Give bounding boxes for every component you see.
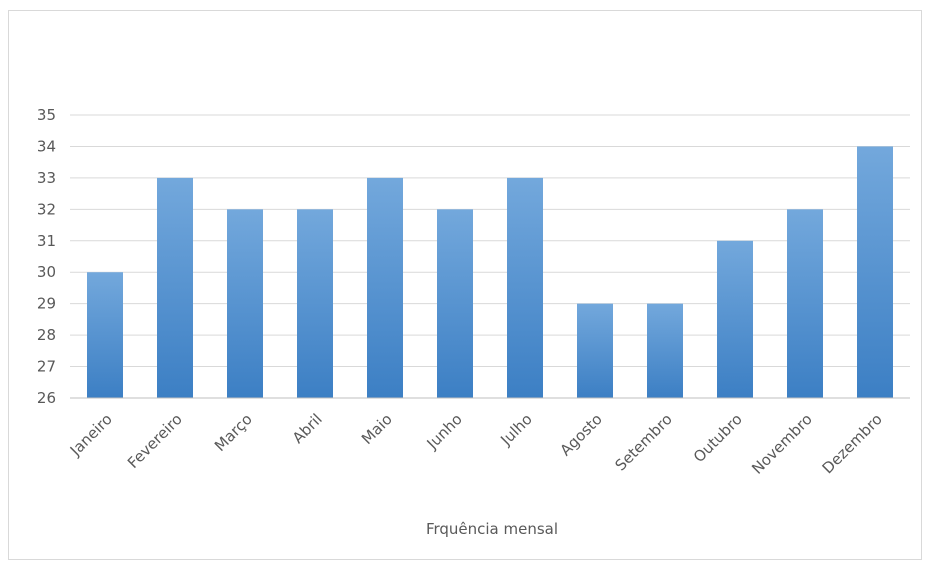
bar-fevereiro <box>157 177 193 398</box>
y-tick-label: 28 <box>37 326 56 344</box>
x-category-label: Fevereiro <box>124 410 186 472</box>
x-category-label: Março <box>211 410 256 455</box>
y-tick-label: 29 <box>37 295 56 313</box>
y-tick-label: 33 <box>37 169 56 187</box>
bars <box>87 146 893 398</box>
y-tick-label: 34 <box>37 137 56 155</box>
bar-junho <box>437 209 473 398</box>
bar-julho <box>507 177 543 398</box>
gridlines <box>70 114 910 368</box>
x-category-label: Dezembro <box>819 410 886 477</box>
y-tick-label: 35 <box>37 106 56 124</box>
x-category-label: Julho <box>496 410 535 449</box>
bar-maio <box>367 177 403 398</box>
bar-janeiro <box>87 272 123 398</box>
bar-outubro <box>717 240 753 398</box>
x-category-label: Abril <box>289 410 326 447</box>
bar-novembro <box>787 209 823 398</box>
x-axis-categories: Janeiro Fevereiro Março Abril Maio Junho Julho… <box>66 410 886 478</box>
x-category-label: Agosto <box>556 410 605 459</box>
x-category-label: Novembro <box>748 410 816 478</box>
x-axis-title: Frquência mensal <box>426 520 558 538</box>
y-tick-label: 27 <box>37 358 56 376</box>
bar-agosto <box>577 303 613 398</box>
bar-abril <box>297 209 333 398</box>
y-tick-label: 30 <box>37 263 56 281</box>
y-tick-label: 31 <box>37 232 56 250</box>
x-category-label: Outubro <box>690 410 746 466</box>
x-category-label: Janeiro <box>66 410 116 460</box>
x-category-label: Setembro <box>611 410 675 474</box>
y-tick-label: 26 <box>37 389 56 407</box>
bar-setembro <box>647 303 683 398</box>
bar-dezembro <box>857 146 893 398</box>
y-axis-ticks: 26 27 28 29 30 31 32 33 34 35 <box>37 106 56 407</box>
y-tick-label: 32 <box>37 200 56 218</box>
bar-março <box>227 209 263 398</box>
x-category-label: Junho <box>423 410 466 453</box>
x-category-label: Maio <box>358 410 396 448</box>
